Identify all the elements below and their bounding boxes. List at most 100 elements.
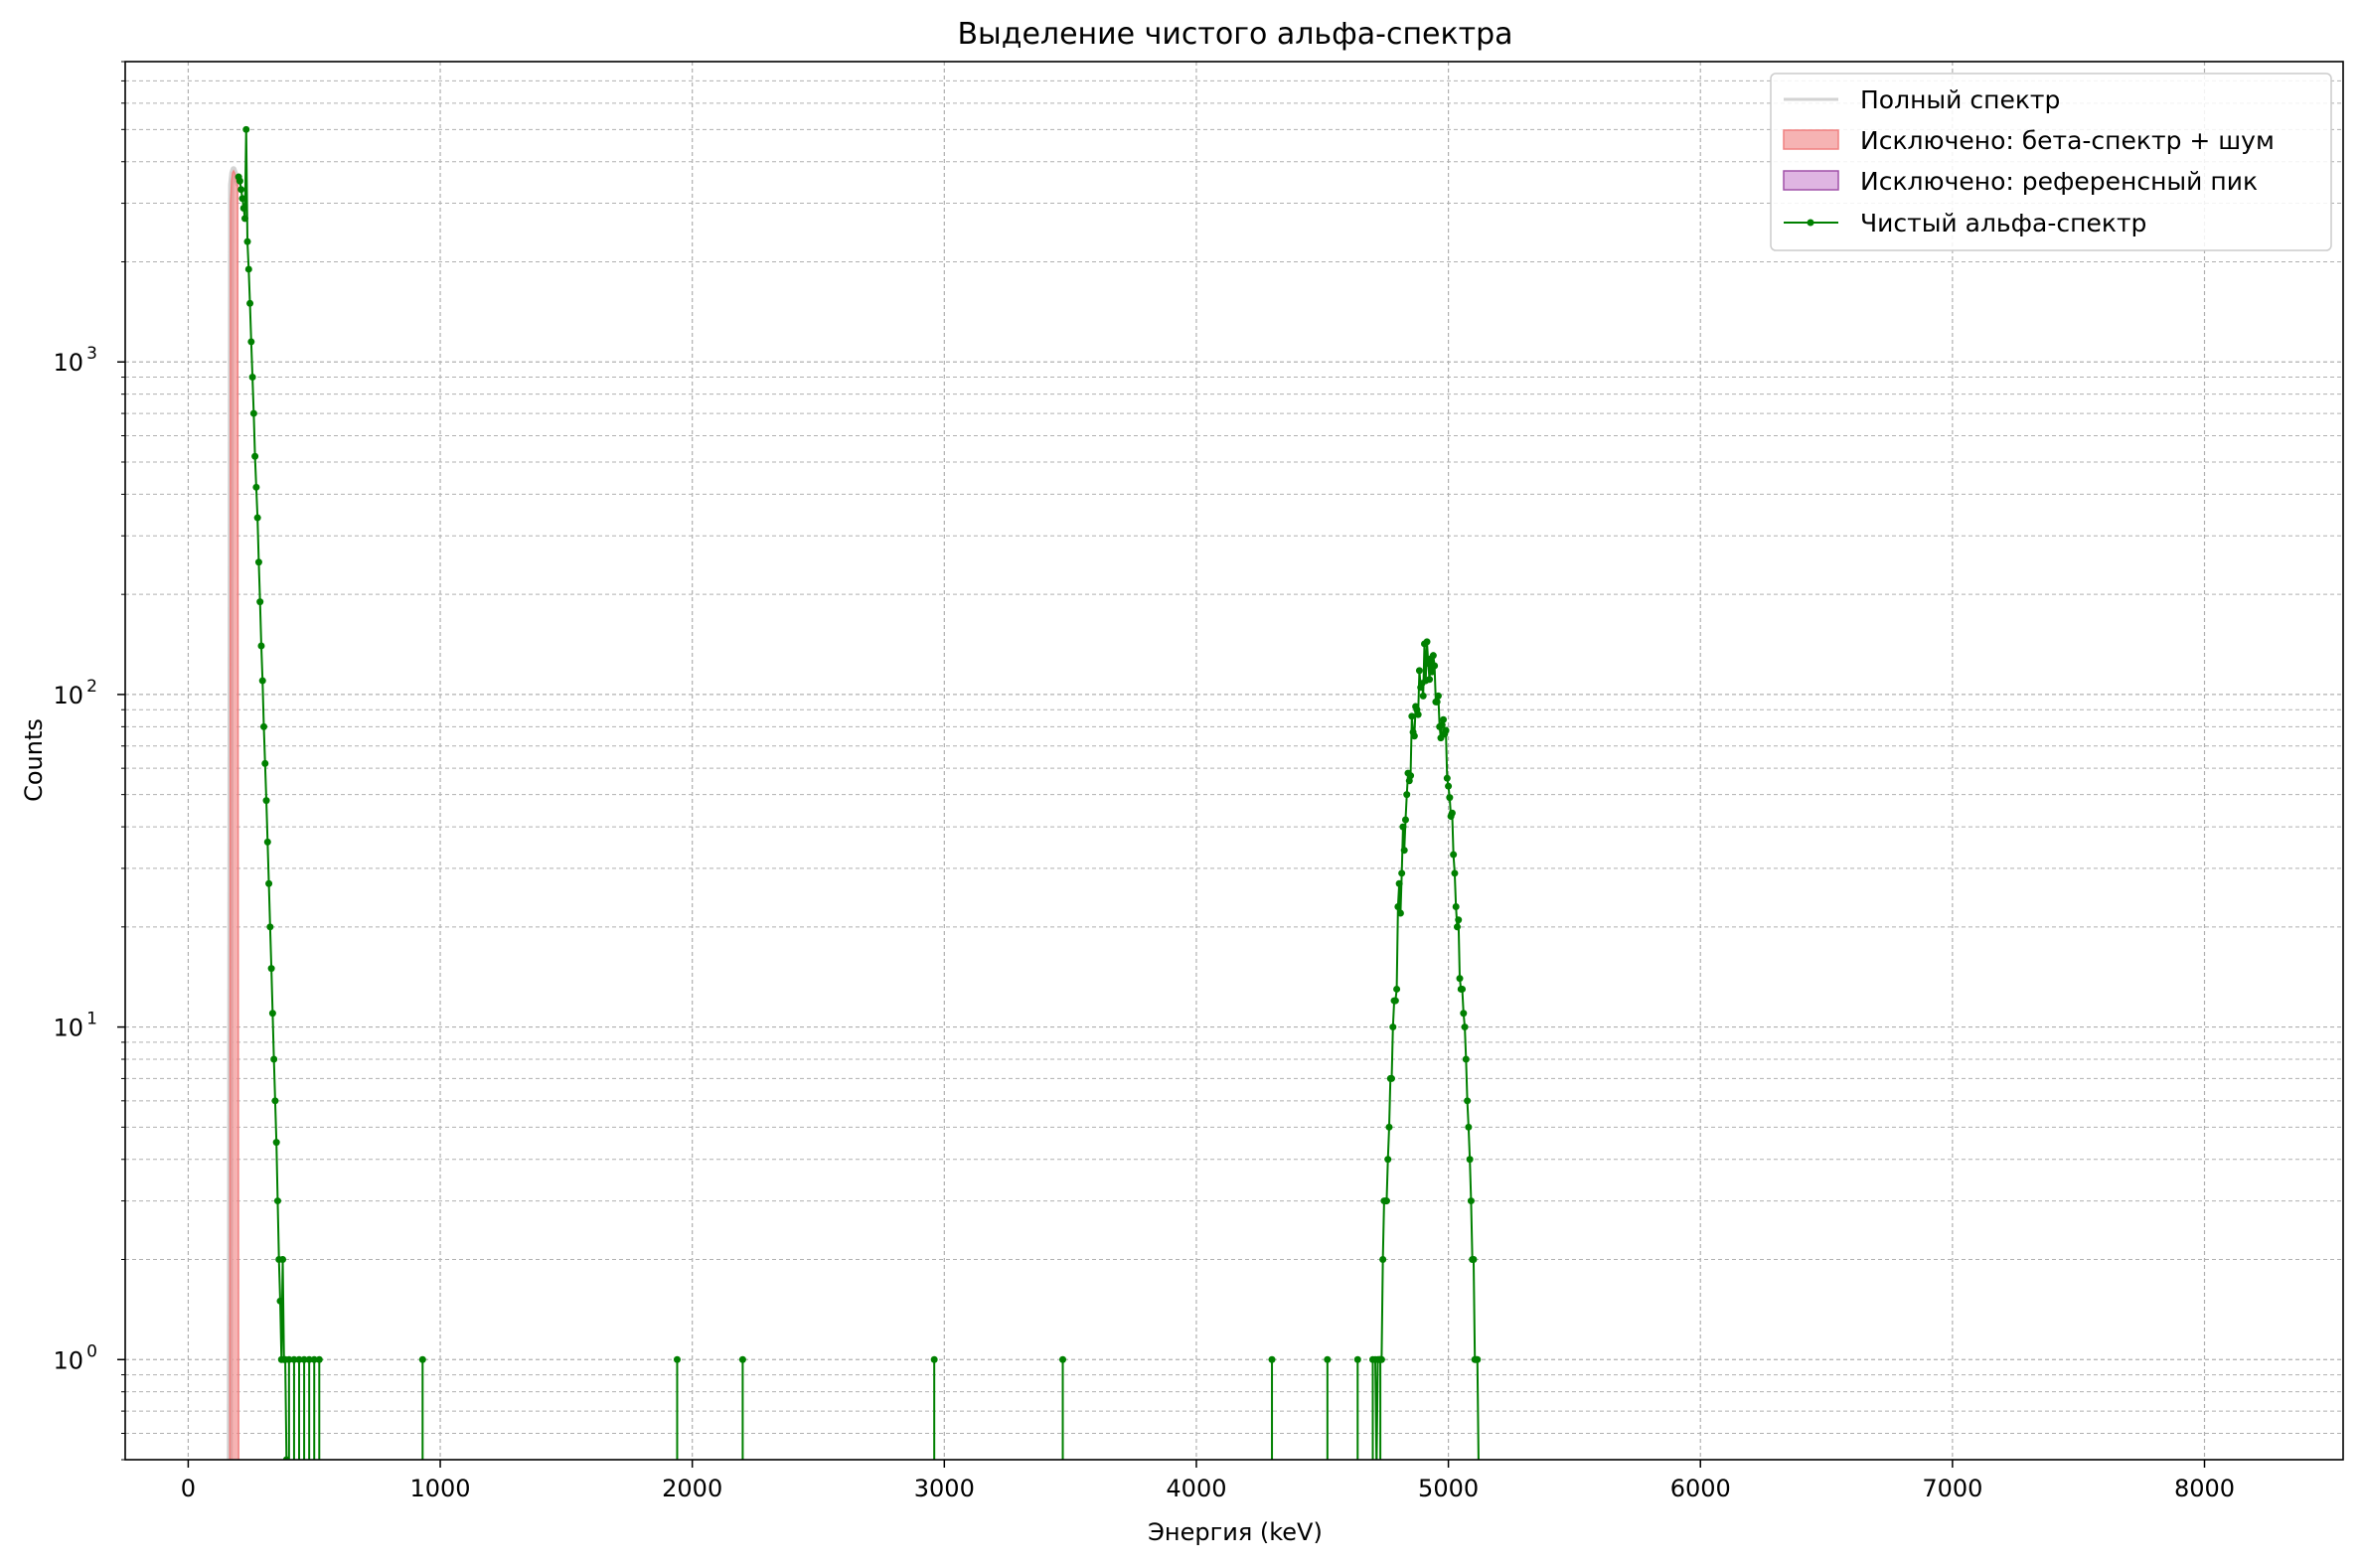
legend-swatch-excluded-beta xyxy=(1783,129,1839,150)
data-point xyxy=(1394,903,1402,911)
data-point xyxy=(1382,1197,1390,1205)
y-tick-label-exponent: 0 xyxy=(86,1341,97,1361)
data-point xyxy=(1426,676,1434,684)
y-tick-label-exponent: 1 xyxy=(86,1010,97,1029)
data-point xyxy=(1467,1197,1475,1205)
legend-item-full-spectrum: Полный спектр xyxy=(1784,85,2060,114)
x-tick-label: 7000 xyxy=(1922,1475,1982,1502)
legend-marker-clean-alpha xyxy=(1807,219,1814,227)
data-point xyxy=(258,677,266,685)
data-point xyxy=(271,1097,279,1105)
data-point xyxy=(1464,1097,1472,1105)
data-point xyxy=(673,1355,681,1363)
data-point xyxy=(300,1355,308,1363)
data-point xyxy=(1446,794,1454,802)
data-point xyxy=(254,558,262,566)
x-tick-label: 0 xyxy=(181,1475,196,1502)
data-point xyxy=(238,195,246,203)
data-point xyxy=(272,1139,280,1147)
data-point xyxy=(276,1297,284,1305)
data-point xyxy=(1456,975,1464,983)
data-point xyxy=(256,598,264,606)
data-point xyxy=(1470,1256,1478,1264)
data-point xyxy=(1461,1023,1469,1031)
data-point xyxy=(237,186,245,194)
data-point xyxy=(267,965,275,973)
data-point xyxy=(1391,997,1399,1005)
data-point xyxy=(290,1355,298,1363)
data-point xyxy=(1438,721,1446,729)
data-point xyxy=(1431,662,1439,670)
x-tick-label: 4000 xyxy=(1166,1475,1226,1502)
data-point xyxy=(285,1355,293,1363)
data-point xyxy=(246,299,254,307)
data-point xyxy=(247,338,255,346)
legend-label-full-spectrum: Полный спектр xyxy=(1860,85,2060,114)
data-point xyxy=(249,409,257,417)
data-point xyxy=(261,759,269,767)
data-point xyxy=(1460,1010,1468,1018)
data-point xyxy=(260,722,267,730)
x-tick-label: 3000 xyxy=(914,1475,975,1502)
data-point xyxy=(1434,692,1442,700)
data-point xyxy=(1452,903,1460,911)
data-point xyxy=(1400,847,1408,855)
data-point xyxy=(253,514,261,522)
legend-swatch-excluded-reference xyxy=(1783,170,1839,191)
x-tick-label: 2000 xyxy=(662,1475,722,1502)
data-point xyxy=(240,215,248,223)
plot-frame xyxy=(124,61,2344,1461)
data-point xyxy=(1388,1074,1396,1082)
data-point xyxy=(242,125,250,133)
data-point xyxy=(1353,1355,1361,1363)
data-point xyxy=(1377,1355,1385,1363)
chart-title: Выделение чистого альфа-спектра xyxy=(957,17,1512,52)
y-tick-label-exponent: 3 xyxy=(86,344,97,364)
data-point xyxy=(236,177,243,185)
data-point xyxy=(1466,1156,1474,1164)
y-tick-label-exponent: 2 xyxy=(86,677,97,697)
data-point xyxy=(418,1355,426,1363)
data-point xyxy=(1395,879,1403,887)
data-point xyxy=(268,1010,276,1018)
data-point xyxy=(1419,692,1427,700)
data-point xyxy=(243,237,251,245)
data-point xyxy=(1414,710,1422,718)
data-point xyxy=(1410,732,1418,740)
legend-label-clean-alpha: Чистый альфа-спектр xyxy=(1860,209,2146,237)
data-point xyxy=(1429,652,1437,660)
data-point xyxy=(263,838,271,846)
series-clean-alpha xyxy=(235,125,1482,1460)
data-point xyxy=(251,452,259,460)
data-point xyxy=(1455,916,1463,924)
legend: Полный спектр Исключено: бета-спектр + ш… xyxy=(1770,73,2332,251)
data-point xyxy=(1433,698,1441,706)
data-point xyxy=(1415,667,1423,675)
y-tick-label: 10 xyxy=(53,682,83,709)
data-point xyxy=(1443,774,1451,782)
legend-item-excluded-reference: Исключено: референсный пик xyxy=(1783,167,2258,196)
data-point xyxy=(305,1355,313,1363)
y-tick-label: 10 xyxy=(53,349,83,377)
data-point xyxy=(244,265,252,273)
x-tick-label: 6000 xyxy=(1670,1475,1731,1502)
y-tick-label: 10 xyxy=(53,1346,83,1374)
data-point xyxy=(273,1197,281,1205)
plot-area xyxy=(227,125,1482,1460)
data-point xyxy=(1379,1256,1387,1264)
data-point xyxy=(1465,1123,1473,1131)
data-point xyxy=(1450,851,1458,859)
data-point xyxy=(1324,1355,1332,1363)
data-point xyxy=(738,1355,746,1363)
data-point xyxy=(1459,985,1467,993)
data-point xyxy=(1059,1355,1067,1363)
data-point xyxy=(1399,823,1407,831)
data-point xyxy=(1408,712,1416,720)
x-tick-label: 5000 xyxy=(1418,1475,1479,1502)
data-point xyxy=(265,879,273,887)
data-point xyxy=(1440,715,1448,723)
data-point xyxy=(252,483,260,491)
series-excluded-beta xyxy=(229,169,239,1460)
